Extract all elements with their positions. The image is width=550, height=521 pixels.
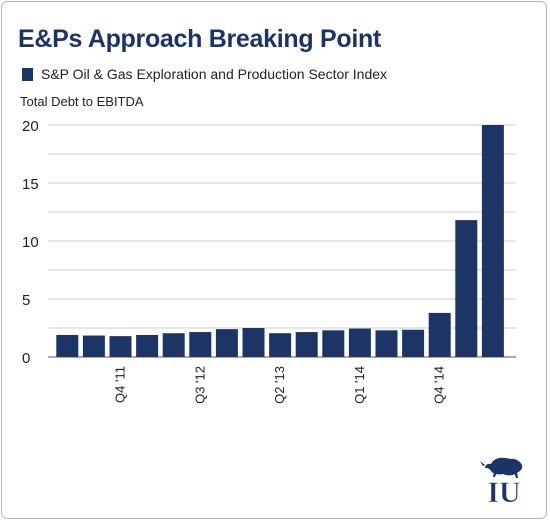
bar <box>189 332 212 357</box>
legend-swatch <box>22 67 33 81</box>
y-tick-label: 5 <box>22 292 30 309</box>
x-tick-label: Q4 '14 <box>432 366 447 404</box>
chart-title: E&Ps Approach Breaking Point <box>18 25 381 53</box>
bar <box>82 335 105 357</box>
x-tick-label: Q1 '14 <box>352 366 367 404</box>
bar <box>56 334 79 357</box>
bar <box>455 220 478 357</box>
bar <box>428 312 451 357</box>
bar <box>481 125 504 357</box>
x-tick-label: Q4 '11 <box>113 366 128 403</box>
bar <box>162 333 185 357</box>
y-tick-label: 0 <box>22 350 30 367</box>
legend: S&P Oil & Gas Exploration and Production… <box>22 66 387 82</box>
bar <box>402 329 425 357</box>
y-tick-label: 20 <box>22 118 39 135</box>
y-tick-label: 10 <box>22 234 39 251</box>
bar <box>215 329 238 357</box>
bar <box>348 328 371 357</box>
x-tick-label: Q3 '12 <box>192 366 207 404</box>
bar <box>375 330 398 357</box>
y-axis-label: Total Debt to EBITDA <box>20 94 144 109</box>
legend-label: S&P Oil & Gas Exploration and Production… <box>41 66 388 82</box>
bar <box>109 336 132 357</box>
bar <box>295 332 318 357</box>
bar <box>322 330 345 357</box>
bar <box>269 333 292 357</box>
logo-text: IU <box>487 476 520 506</box>
y-tick-label: 15 <box>22 176 39 193</box>
bar <box>136 334 159 357</box>
iu-bull-logo-icon: IU <box>480 457 523 506</box>
bar <box>242 328 265 357</box>
x-tick-label: Q2 '13 <box>272 366 287 404</box>
